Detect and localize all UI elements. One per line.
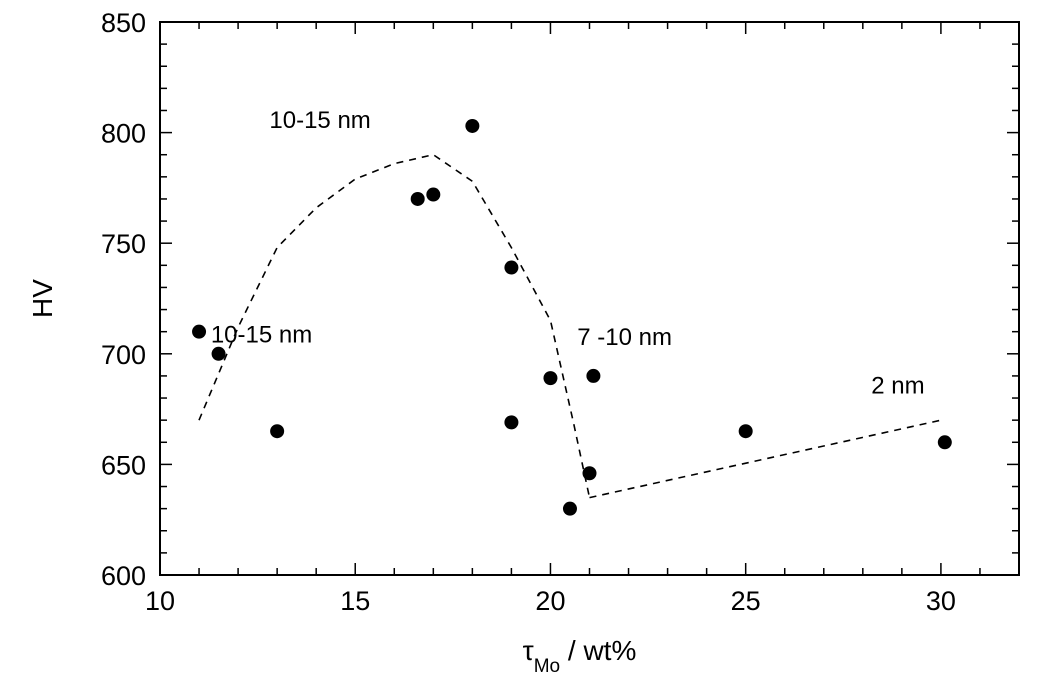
data-point [211, 346, 226, 361]
data-point [586, 368, 601, 383]
x-axis-label-rest: / wt% [560, 635, 636, 666]
data-point [504, 260, 519, 275]
annotations: 10-15 nm 10-15 nm 7 -10 nm 2 nm [211, 107, 925, 399]
data-point [562, 501, 577, 516]
y-tick-label: 800 [101, 119, 146, 149]
size-annotation: 2 nm [871, 373, 924, 400]
data-point [465, 118, 480, 133]
trend-line-dashed [198, 153, 591, 498]
size-annotation: 10-15 nm [211, 322, 312, 349]
data-point [582, 466, 597, 481]
x-axis-label-subscript: Mo [534, 656, 560, 677]
data-point [937, 435, 952, 450]
x-tick-label: 15 [340, 586, 370, 616]
data-point [270, 424, 285, 439]
data-point [426, 187, 441, 202]
x-axis-label-main: τ [523, 635, 534, 666]
data-points [192, 118, 952, 516]
y-tick-label: 700 [101, 340, 146, 370]
data-point [410, 191, 425, 206]
y-axis-label: HV [27, 279, 58, 318]
y-tick-label: 750 [101, 229, 146, 259]
plot-frame [159, 21, 1020, 576]
trend-line-dashed [589, 419, 942, 499]
x-tick-label: 10 [145, 586, 175, 616]
data-point [738, 424, 753, 439]
data-point [192, 324, 207, 339]
data-point [543, 371, 558, 386]
trend-lines [198, 153, 942, 499]
x-tick-label: 30 [926, 586, 956, 616]
x-tick-label: 20 [535, 586, 565, 616]
x-axis-label: τMo / wt% [523, 635, 637, 677]
y-tick-label: 600 [101, 561, 146, 591]
axes: 10 15 20 25 30 600 650 700 750 800 850 [101, 8, 1020, 616]
size-annotation: 10-15 nm [269, 107, 370, 134]
y-tick-label: 850 [101, 8, 146, 38]
x-tick-label: 25 [731, 586, 761, 616]
y-tick-label: 650 [101, 450, 146, 480]
data-point [504, 415, 519, 430]
size-annotation: 7 -10 nm [577, 324, 672, 351]
